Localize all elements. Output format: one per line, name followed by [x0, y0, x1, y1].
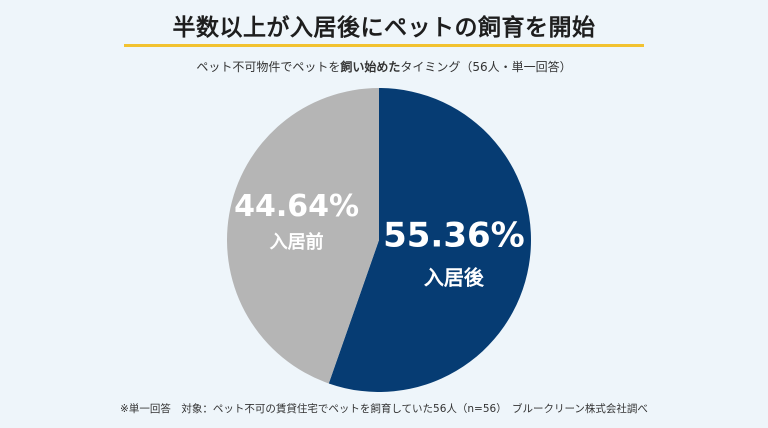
footnote: ※単一回答 対象：ペット不可の賃貸住宅でペットを飼育していた56人（n=56） …: [120, 403, 648, 415]
pie-labels: 55.36% 入居後 44.64% 入居前: [234, 189, 525, 290]
slice-category-label-1: 入居後: [424, 266, 485, 290]
title-underline: [124, 44, 644, 47]
pie-slice-1: [328, 88, 531, 392]
chart-title: 半数以上が入居後にペットの飼育を開始: [172, 15, 596, 41]
subtitle-bold: 飼い始めた: [340, 60, 401, 74]
slice-percent-label-2: 44.64%: [234, 189, 359, 224]
slice-percent-label-1: 55.36%: [383, 216, 525, 256]
slice-category-label-2: 入居前: [270, 231, 324, 253]
pie-slices: [226, 87, 531, 392]
subtitle-pre: ペット不可物件でペットを: [196, 60, 341, 74]
chart-subtitle: ペット不可物件でペットを飼い始めたタイミング（56人・単一回答）: [0, 58, 768, 75]
subtitle-post: タイミング（56人・単一回答）: [400, 60, 572, 74]
pie-slice-2: [226, 87, 379, 384]
